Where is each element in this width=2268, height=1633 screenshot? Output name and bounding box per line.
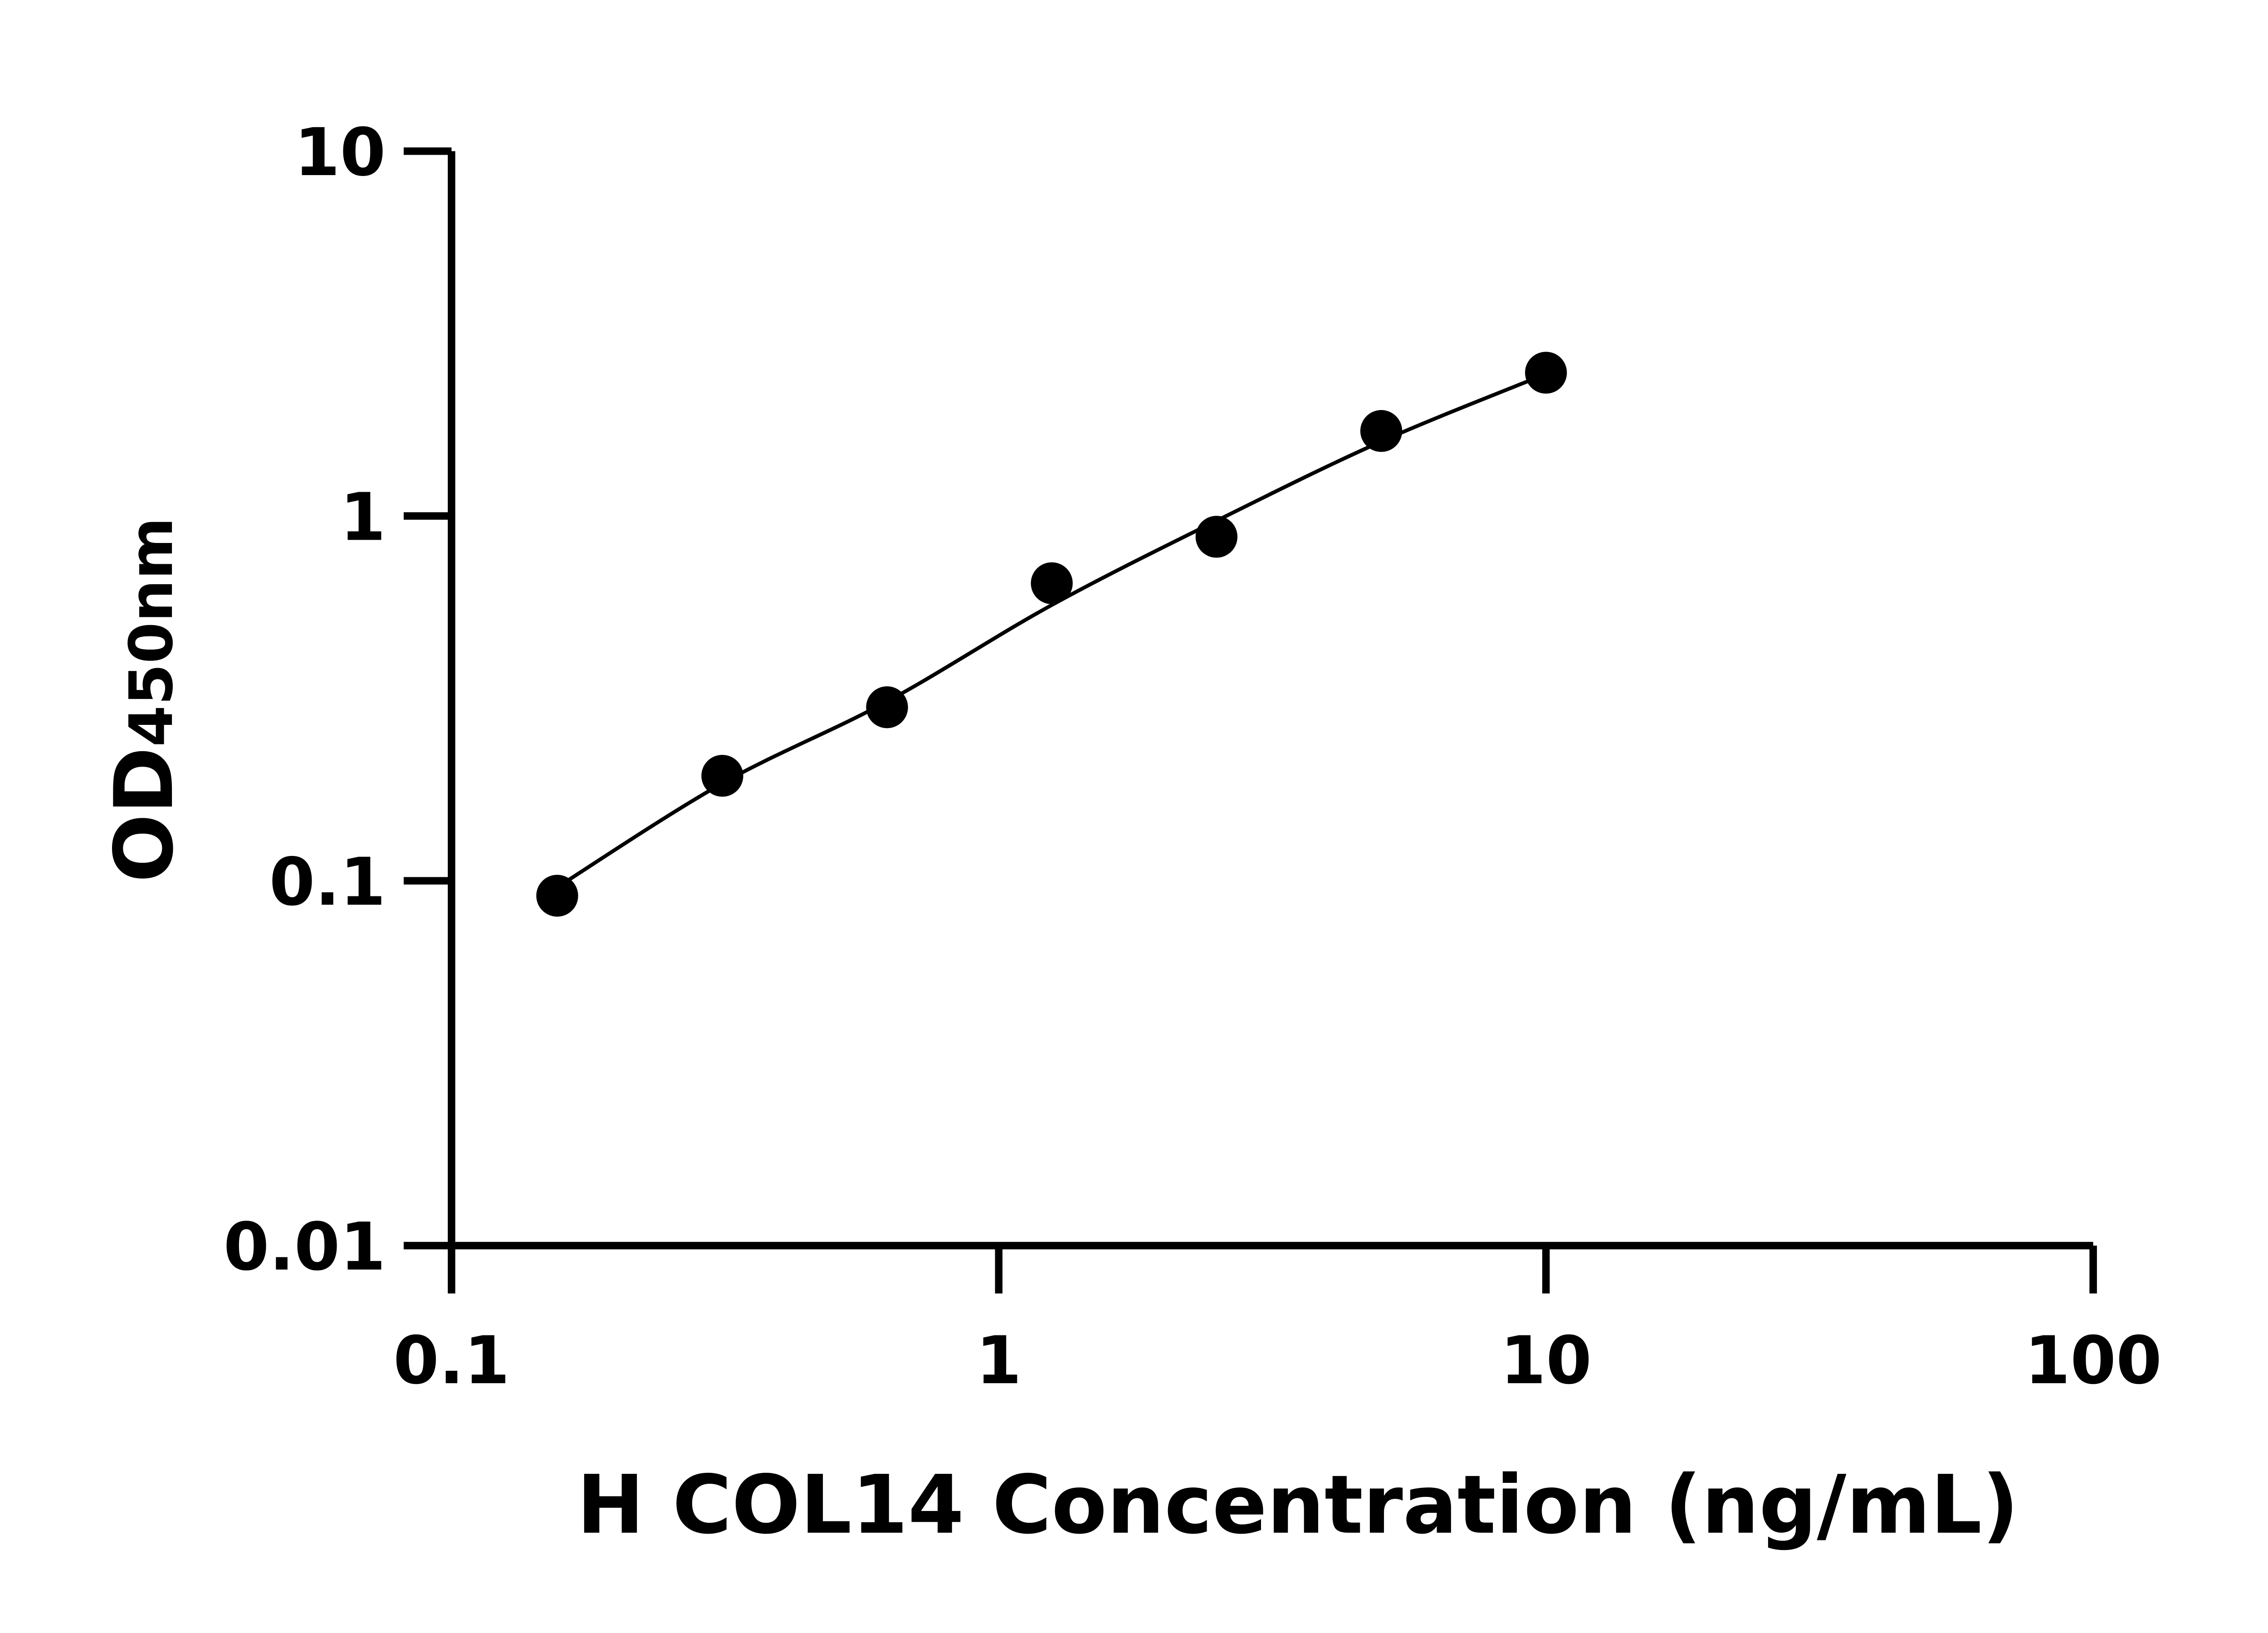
y-axis-label: OD450nm	[97, 517, 191, 882]
data-points	[536, 352, 1567, 917]
y-tick-label: 0.01	[224, 1209, 386, 1286]
y-tick-label: 1	[340, 479, 386, 556]
y-axis-label-main: OD	[97, 747, 191, 883]
x-tick-label: 10	[1500, 1322, 1592, 1399]
x-tick-label: 100	[2024, 1322, 2162, 1399]
data-point	[1195, 516, 1238, 558]
y-tick-label: 0.1	[269, 844, 386, 920]
fit-curve	[556, 372, 1547, 889]
svg-text:OD450nm: OD450nm	[97, 517, 191, 882]
data-point	[1031, 562, 1073, 604]
x-tick-label: 1	[976, 1322, 1022, 1399]
x-axis-label: H COL14 Concentration (ng/mL)	[577, 1458, 2019, 1552]
y-tick-label: 10	[294, 114, 386, 191]
data-point	[536, 875, 578, 917]
data-point	[701, 755, 743, 797]
axes	[448, 151, 2093, 1250]
x-tick-label: 0.1	[393, 1322, 510, 1399]
data-point	[1525, 352, 1567, 394]
data-point	[866, 686, 908, 728]
data-point	[1360, 410, 1403, 452]
y-axis-label-sub: 450nm	[117, 517, 186, 747]
